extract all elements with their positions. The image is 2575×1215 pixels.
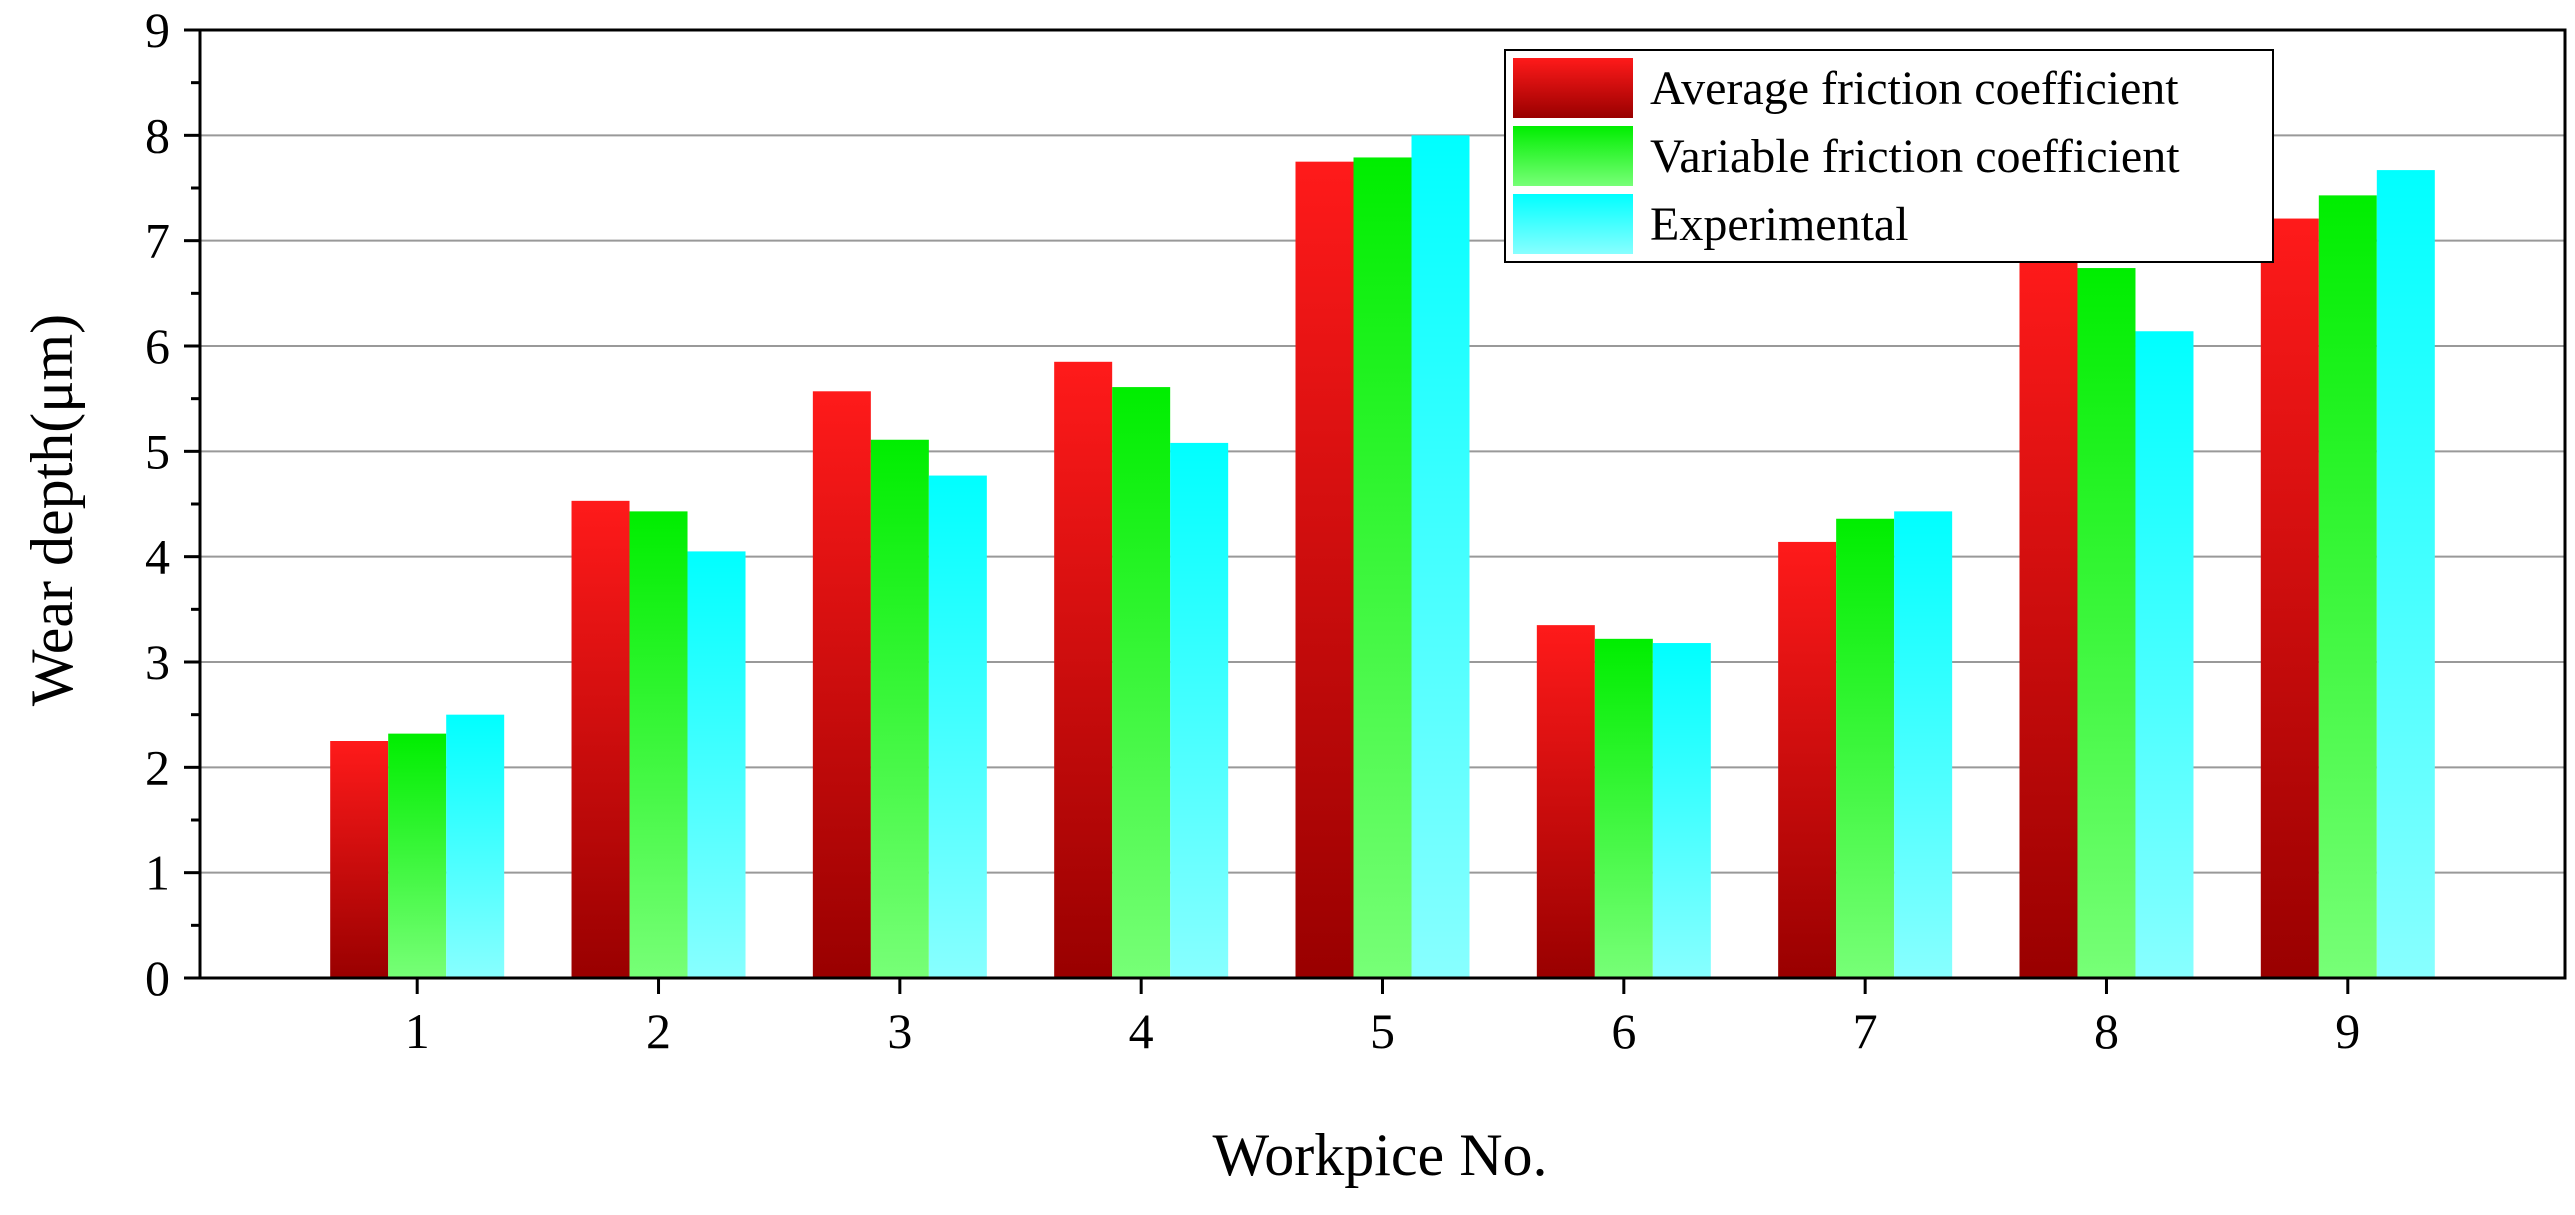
bar-2-8: [2077, 268, 2136, 978]
y-tick-label: 4: [145, 529, 170, 585]
bar-2-6: [1594, 638, 1653, 978]
bar-2-4: [1112, 387, 1171, 979]
x-tick-label: 3: [887, 1003, 912, 1059]
legend-label: Average friction coefficient: [1650, 62, 2179, 115]
x-tick-label: 1: [405, 1003, 430, 1059]
x-tick-label: 6: [1611, 1003, 1636, 1059]
bar-2-7: [1836, 518, 1895, 978]
x-tick-label: 8: [2094, 1003, 2119, 1059]
bar-3-3: [928, 475, 987, 978]
y-tick-label: 8: [145, 107, 170, 163]
legend-swatch: [1513, 126, 1633, 186]
y-tick-label: 2: [145, 739, 170, 795]
x-tick-label: 4: [1129, 1003, 1154, 1059]
y-tick-label: 0: [145, 950, 170, 1006]
y-tick-label: 5: [145, 423, 170, 479]
x-tick-label: 9: [2335, 1003, 2360, 1059]
bar-3-1: [446, 714, 505, 978]
bar-1-4: [1054, 361, 1113, 978]
bar-2-2: [629, 511, 688, 978]
ticks: 0 1 2 3 4 5 6 7 8 9 1 2 3 4 5 6 7 8 9: [145, 2, 2360, 1059]
y-tick-label: 9: [145, 2, 170, 58]
bar-1-3: [812, 391, 871, 978]
bar-2-3: [870, 439, 929, 978]
bar-3-6: [1652, 643, 1711, 978]
bar-1-7: [1778, 541, 1837, 978]
y-axis-title: Wear depth(μm): [19, 314, 85, 706]
legend-label: Variable friction coefficient: [1650, 130, 2180, 183]
bar-3-5: [1411, 135, 1470, 979]
bar-3-4: [1170, 442, 1229, 978]
y-tick-label: 7: [145, 213, 170, 269]
bar-2-9: [2318, 195, 2377, 978]
y-tick-label: 1: [145, 845, 170, 901]
y-tick-label: 6: [145, 318, 170, 374]
x-tick-label: 5: [1370, 1003, 1395, 1059]
legend: Average friction coefficient Variable fri…: [1504, 49, 2274, 263]
bar-3-9: [2376, 170, 2435, 979]
x-axis-title: Workpice No.: [1212, 1122, 1547, 1188]
bar-1-1: [330, 741, 389, 978]
legend-swatch: [1513, 58, 1633, 118]
bar-3-7: [1894, 511, 1953, 978]
bar-1-9: [2260, 218, 2319, 979]
legend-label: Experimental: [1650, 198, 1909, 251]
bar-1-8: [2019, 253, 2078, 979]
bar-2-5: [1353, 157, 1412, 978]
bars: [330, 135, 2435, 979]
bar-3-2: [687, 551, 746, 978]
x-tick-label: 2: [646, 1003, 671, 1059]
legend-swatch: [1513, 194, 1633, 254]
x-tick-label: 7: [1853, 1003, 1878, 1059]
bar-1-2: [571, 500, 630, 978]
bar-1-5: [1295, 161, 1354, 978]
bar-3-8: [2135, 331, 2194, 979]
bar-2-1: [388, 733, 447, 978]
y-tick-label: 3: [145, 634, 170, 690]
bar-1-6: [1536, 625, 1595, 978]
